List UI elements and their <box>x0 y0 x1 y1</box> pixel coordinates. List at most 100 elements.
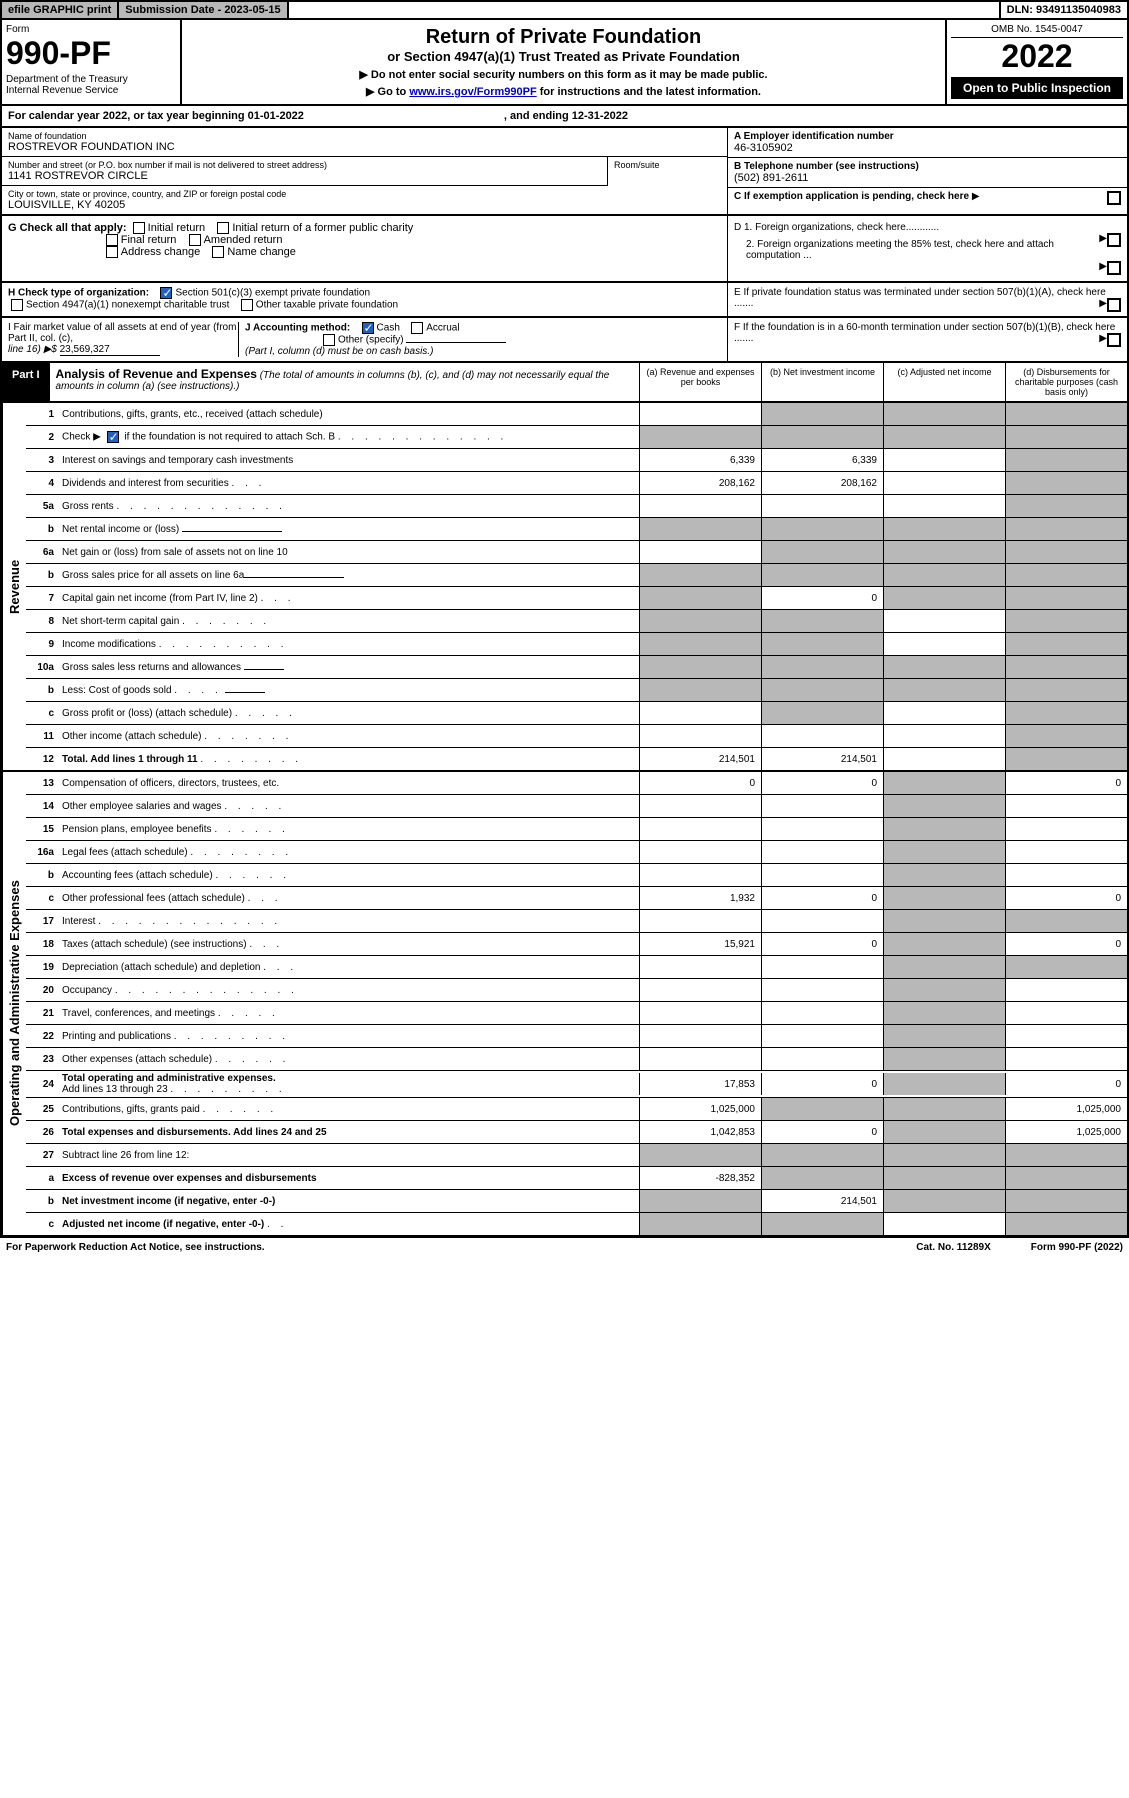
row-12: Total. Add lines 1 through 11 . . . . . … <box>58 752 639 767</box>
r16c-d: 0 <box>1005 887 1127 909</box>
ein-label: A Employer identification number <box>734 131 1121 142</box>
row-10b: Less: Cost of goods sold . . . . <box>58 683 639 698</box>
r26-d: 1,025,000 <box>1005 1121 1127 1143</box>
initial-return-cb[interactable] <box>133 222 145 234</box>
g-label: G Check all that apply: <box>8 222 127 234</box>
i-label: I Fair market value of all assets at end… <box>8 322 236 344</box>
r18-b: 0 <box>761 933 883 955</box>
r25-a: 1,025,000 <box>639 1098 761 1120</box>
col-a-hdr: (a) Revenue and expenses per books <box>639 363 761 401</box>
r13-d: 0 <box>1005 772 1127 794</box>
calendar-year-row: For calendar year 2022, or tax year begi… <box>0 106 1129 128</box>
addr-label: Number and street (or P.O. box number if… <box>8 160 601 170</box>
r12-b: 214,501 <box>761 748 883 770</box>
accrual-cb[interactable] <box>411 322 423 334</box>
row-14: Other employee salaries and wages . . . … <box>58 799 639 814</box>
omb-number: OMB No. 1545-0047 <box>951 24 1123 38</box>
foundation-city: LOUISVILLE, KY 40205 <box>8 199 721 211</box>
r25-d: 1,025,000 <box>1005 1098 1127 1120</box>
submission-date: Submission Date - 2023-05-15 <box>119 2 288 18</box>
paperwork-notice: For Paperwork Reduction Act Notice, see … <box>6 1242 265 1253</box>
name-change-cb[interactable] <box>212 246 224 258</box>
col-b-hdr: (b) Net investment income <box>761 363 883 401</box>
revenue-table: Revenue 1Contributions, gifts, grants, e… <box>0 403 1129 772</box>
d2-checkbox[interactable] <box>1107 261 1121 275</box>
open-public-badge: Open to Public Inspection <box>951 77 1123 99</box>
d1-label: D 1. Foreign organizations, check here..… <box>734 222 1121 233</box>
row-22: Printing and publications . . . . . . . … <box>58 1029 639 1044</box>
r4-b: 208,162 <box>761 472 883 494</box>
j-note: (Part I, column (d) must be on cash basi… <box>245 346 433 357</box>
final-return-cb[interactable] <box>106 234 118 246</box>
year-box: OMB No. 1545-0047 2022 Open to Public In… <box>947 20 1127 104</box>
form-label: Form <box>6 24 176 35</box>
4947a1-cb[interactable] <box>11 299 23 311</box>
other-method-cb[interactable] <box>323 334 335 346</box>
row-19: Depreciation (attach schedule) and deple… <box>58 960 639 975</box>
section-ij-f: I Fair market value of all assets at end… <box>0 318 1129 363</box>
section-h-e: H Check type of organization: Section 50… <box>0 283 1129 318</box>
row-8: Net short-term capital gain . . . . . . … <box>58 614 639 629</box>
r16c-b: 0 <box>761 887 883 909</box>
d1-checkbox[interactable] <box>1107 233 1121 247</box>
r4-a: 208,162 <box>639 472 761 494</box>
row-27c: Adjusted net income (if negative, enter … <box>58 1217 639 1232</box>
row-27a: Excess of revenue over expenses and disb… <box>58 1171 639 1186</box>
dln: DLN: 93491135040983 <box>999 2 1127 18</box>
r13-b: 0 <box>761 772 883 794</box>
phone-value: (502) 891-2611 <box>734 172 1121 184</box>
efile-label: efile GRAPHIC print <box>2 2 119 18</box>
sch-b-cb[interactable] <box>107 431 119 443</box>
phone-label: B Telephone number (see instructions) <box>734 161 1121 172</box>
instruction-1: ▶ Do not enter social security numbers o… <box>188 68 939 81</box>
initial-former-cb[interactable] <box>217 222 229 234</box>
address-change-cb[interactable] <box>106 246 118 258</box>
501c3-cb[interactable] <box>160 287 172 299</box>
exemption-checkbox[interactable] <box>1107 191 1121 205</box>
foundation-name: ROSTREVOR FOUNDATION INC <box>8 141 721 153</box>
ein-value: 46-3105902 <box>734 142 1121 154</box>
form-number: 990-PF <box>6 35 176 72</box>
row-16c: Other professional fees (attach schedule… <box>58 891 639 906</box>
e-checkbox[interactable] <box>1107 298 1121 312</box>
room-suite: Room/suite <box>607 157 727 186</box>
row-5b: Net rental income or (loss) <box>58 522 639 537</box>
row-20: Occupancy . . . . . . . . . . . . . . <box>58 983 639 998</box>
exemption-label: C If exemption application is pending, c… <box>734 191 969 202</box>
row-16b: Accounting fees (attach schedule) . . . … <box>58 868 639 883</box>
row-5a: Gross rents . . . . . . . . . . . . . <box>58 499 639 514</box>
r24-d: 0 <box>1005 1073 1127 1095</box>
r27a-a: -828,352 <box>639 1167 761 1189</box>
row-6b: Gross sales price for all assets on line… <box>58 568 639 583</box>
instruction-2: ▶ Go to www.irs.gov/Form990PF for instru… <box>188 85 939 98</box>
row-23: Other expenses (attach schedule) . . . .… <box>58 1052 639 1067</box>
row-24: Total operating and administrative expen… <box>58 1071 639 1097</box>
page-footer: For Paperwork Reduction Act Notice, see … <box>0 1237 1129 1257</box>
r16c-a: 1,932 <box>639 887 761 909</box>
form-header: Form 990-PF Department of the TreasuryIn… <box>0 20 1129 106</box>
r18-a: 15,921 <box>639 933 761 955</box>
r13-a: 0 <box>639 772 761 794</box>
dept-treasury: Department of the TreasuryInternal Reven… <box>6 74 176 96</box>
r18-d: 0 <box>1005 933 1127 955</box>
form990pf-link[interactable]: www.irs.gov/Form990PF <box>409 86 536 98</box>
r26-a: 1,042,853 <box>639 1121 761 1143</box>
city-label: City or town, state or province, country… <box>8 189 721 199</box>
form-title-box: Return of Private Foundation or Section … <box>182 20 947 104</box>
form-ref: Form 990-PF (2022) <box>1031 1242 1123 1253</box>
j-label: J Accounting method: <box>245 323 350 334</box>
d2-label: 2. Foreign organizations meeting the 85%… <box>746 239 1121 261</box>
row-1: Contributions, gifts, grants, etc., rece… <box>58 407 639 422</box>
cal-year-begin: For calendar year 2022, or tax year begi… <box>8 110 304 122</box>
cat-number: Cat. No. 11289X <box>916 1242 990 1253</box>
row-27b: Net investment income (if negative, ente… <box>58 1194 639 1209</box>
cash-cb[interactable] <box>362 322 374 334</box>
name-label: Name of foundation <box>8 131 721 141</box>
row-2: Check ▶ if the foundation is not require… <box>58 429 639 445</box>
part1-tab: Part I <box>2 363 50 401</box>
r26-b: 0 <box>761 1121 883 1143</box>
amended-return-cb[interactable] <box>189 234 201 246</box>
row-9: Income modifications . . . . . . . . . . <box>58 637 639 652</box>
other-taxable-cb[interactable] <box>241 299 253 311</box>
f-checkbox[interactable] <box>1107 333 1121 347</box>
